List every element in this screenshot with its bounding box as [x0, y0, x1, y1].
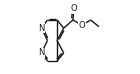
Text: N: N	[38, 24, 45, 33]
Text: N: N	[38, 48, 45, 57]
Text: O: O	[79, 21, 85, 30]
Text: O: O	[70, 4, 77, 13]
